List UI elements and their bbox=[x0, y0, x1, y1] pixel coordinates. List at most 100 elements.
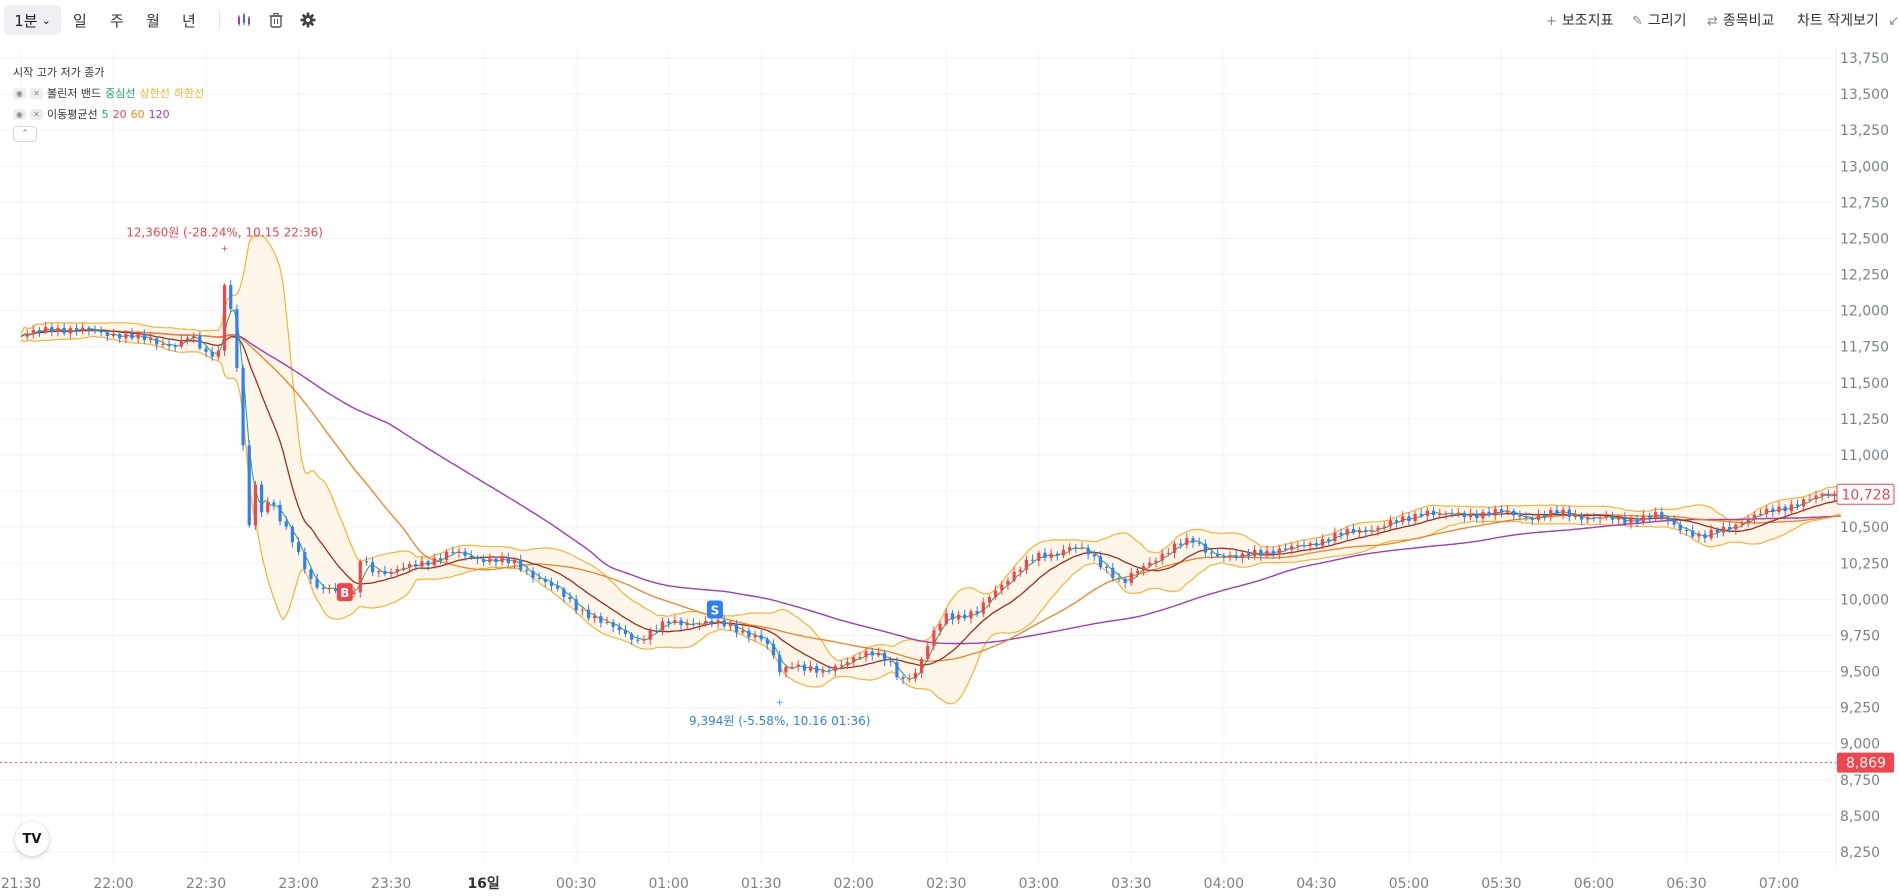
candle-body bbox=[759, 635, 763, 640]
x-tick-label: 02:00 bbox=[834, 876, 874, 892]
candle-body bbox=[1111, 567, 1115, 578]
timeframe-selected-label: 1분 bbox=[14, 11, 38, 30]
timeframe-select[interactable]: 1분 ⌄ bbox=[4, 5, 61, 35]
candle-body bbox=[1530, 517, 1534, 520]
candle-body bbox=[1154, 560, 1158, 563]
close-icon[interactable]: ✕ bbox=[30, 87, 43, 99]
candle-body bbox=[1253, 549, 1257, 557]
price-axis[interactable]: 13,750 13,500 13,250 13,000 12,750 12,500 12,2… bbox=[1836, 51, 1895, 861]
candle-body bbox=[778, 655, 782, 673]
candle-body bbox=[994, 590, 998, 598]
candle-body bbox=[1654, 512, 1658, 518]
candle-body bbox=[179, 339, 183, 347]
candle-body bbox=[469, 555, 473, 558]
candle-body bbox=[660, 621, 665, 631]
candle-body bbox=[1752, 514, 1756, 520]
candle-body bbox=[1043, 552, 1047, 558]
eye-icon[interactable]: ◉ bbox=[13, 108, 26, 120]
close-icon[interactable]: ✕ bbox=[30, 108, 43, 120]
candle-body bbox=[463, 551, 467, 556]
candlestick-icon[interactable] bbox=[236, 12, 252, 28]
candle-body bbox=[148, 338, 153, 341]
swap-icon: ⇄ bbox=[1707, 14, 1718, 29]
candle-body bbox=[1617, 517, 1621, 520]
candle-body bbox=[1370, 530, 1374, 532]
x-tick-label: 03:00 bbox=[1019, 876, 1059, 892]
candle-body bbox=[1765, 508, 1769, 515]
candle-body bbox=[1006, 580, 1010, 585]
sell-marker[interactable] bbox=[706, 600, 723, 619]
candle-body bbox=[364, 561, 369, 563]
candle-body bbox=[1000, 584, 1004, 591]
candle-body bbox=[278, 504, 282, 522]
chart-overlays: 12,360원 (-28.24%, 10.15 22:36) +9,394원 (-… bbox=[0, 226, 1836, 764]
candle-body bbox=[969, 611, 973, 619]
y-tick-label: 8,750 bbox=[1840, 773, 1880, 789]
candle-body bbox=[1783, 506, 1787, 512]
candle-body bbox=[1401, 516, 1405, 523]
candle-body bbox=[445, 551, 449, 561]
candle-body bbox=[1265, 550, 1269, 556]
candle-body bbox=[420, 561, 424, 567]
candle-body bbox=[537, 577, 541, 579]
candle-body bbox=[1320, 539, 1325, 546]
x-tick-label: 03:30 bbox=[1111, 876, 1151, 892]
x-tick-label: 06:00 bbox=[1574, 876, 1614, 892]
candle-body bbox=[93, 330, 97, 332]
compare-button[interactable]: ⇄ 종목비교 bbox=[1707, 10, 1774, 30]
candle-body bbox=[161, 344, 165, 346]
buy-marker[interactable] bbox=[336, 583, 353, 602]
candle-body bbox=[1068, 547, 1072, 551]
candle-body bbox=[81, 327, 85, 332]
candle-body bbox=[611, 622, 615, 628]
candle-body bbox=[1672, 520, 1676, 525]
timeframe-year[interactable]: 년 bbox=[182, 12, 196, 30]
candle-body bbox=[568, 597, 572, 600]
candle-body bbox=[586, 609, 591, 619]
bollinger-fill bbox=[21, 235, 1841, 704]
candle-body bbox=[895, 662, 899, 678]
ma-name: 이동평균선 bbox=[47, 108, 98, 121]
trash-icon[interactable] bbox=[268, 12, 284, 28]
pencil-icon: ✎ bbox=[1632, 14, 1643, 29]
candle-body bbox=[488, 558, 492, 563]
candle-body bbox=[1567, 509, 1571, 517]
shrink-chart-button[interactable]: 차트 작게보기 ↙ bbox=[1797, 10, 1899, 30]
candle-body bbox=[111, 334, 116, 336]
candle-body bbox=[284, 521, 288, 527]
candle-body bbox=[728, 623, 732, 627]
candle-body bbox=[876, 652, 881, 656]
candle-body bbox=[556, 586, 560, 589]
candle-body bbox=[839, 665, 843, 667]
x-tick-label: 05:00 bbox=[1389, 876, 1429, 892]
y-tick-label: 10,250 bbox=[1840, 556, 1889, 572]
candle-body bbox=[753, 635, 757, 638]
timeframe-day[interactable]: 일 bbox=[73, 12, 87, 30]
candle-body bbox=[1055, 553, 1059, 556]
y-tick-label: 8,500 bbox=[1840, 809, 1880, 825]
candle-body bbox=[642, 639, 646, 641]
timeframe-week[interactable]: 주 bbox=[110, 12, 124, 30]
candle-body bbox=[1135, 570, 1140, 573]
y-tick-label: 13,500 bbox=[1840, 87, 1889, 103]
min-price-annotation: 9,394원 (-5.58%, 10.16 01:36) bbox=[689, 714, 870, 728]
gear-icon[interactable] bbox=[300, 12, 316, 28]
legend-collapse-button[interactable]: ⌃ bbox=[13, 126, 37, 142]
candle-body bbox=[1382, 526, 1386, 528]
candle-body bbox=[1197, 542, 1201, 544]
time-axis[interactable]: 21:30 22:00 22:30 23:00 23:30 16일 00:30 01:00 01… bbox=[1, 876, 1799, 892]
draw-button[interactable]: ✎ 그리기 bbox=[1632, 10, 1687, 30]
candle-body bbox=[963, 614, 967, 619]
indicator-label: 보조지표 bbox=[1561, 13, 1614, 29]
candle-body bbox=[1172, 543, 1177, 553]
ma-legend: ◉ ✕ 이동평균선 5 20 60 120 bbox=[13, 106, 174, 122]
indicator-button[interactable]: + 보조지표 bbox=[1546, 10, 1613, 30]
eye-icon[interactable]: ◉ bbox=[13, 87, 26, 99]
y-tick-label: 12,750 bbox=[1840, 195, 1889, 211]
candle-body bbox=[796, 664, 800, 667]
candle-body bbox=[1438, 513, 1442, 515]
candle-body bbox=[593, 616, 597, 619]
timeframe-month[interactable]: 월 bbox=[146, 12, 160, 30]
candle-body bbox=[913, 672, 918, 679]
